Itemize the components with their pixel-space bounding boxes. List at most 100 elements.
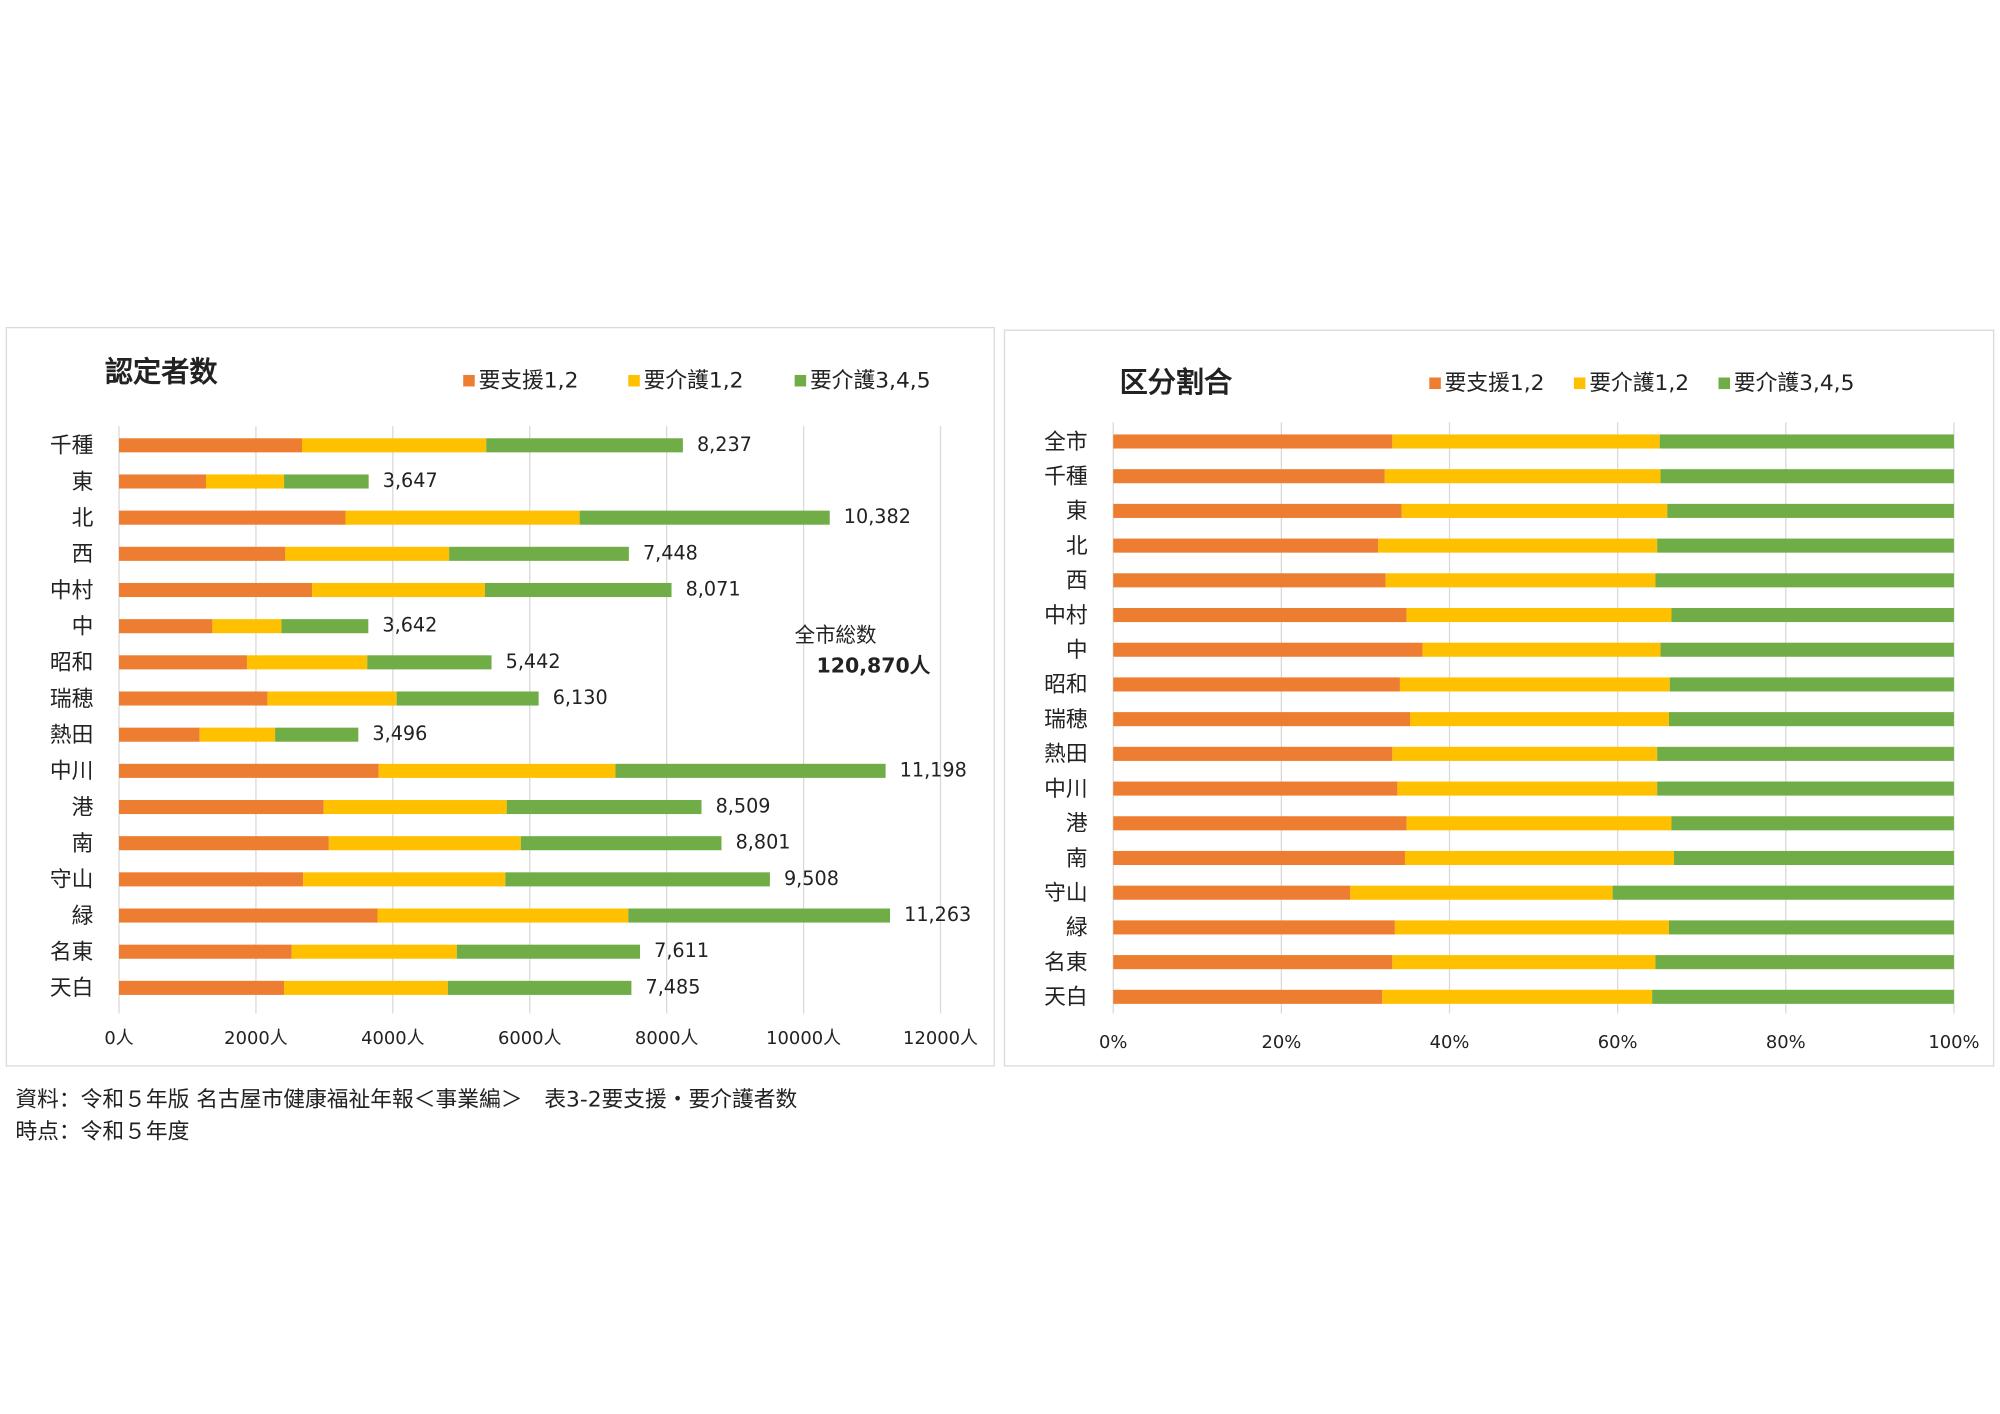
total-label: 11,263 [904,903,971,926]
legend-swatch [1573,377,1586,390]
bar-segment [1660,469,1954,484]
bar-segment [284,980,448,995]
bar-segment [119,872,304,887]
bar-segment [615,763,886,778]
bar-segment [377,908,629,923]
bar-segment [1673,850,1954,866]
legend-label: 要介護3,4,5 [810,368,931,393]
category-label: 熱田 [1044,742,1088,767]
bar-segment [119,980,285,995]
source-note: 資料：令和５年版 名古屋市健康福祉年報＜事業編＞ 表3-2要支援・要介護者数 [15,1087,797,1112]
x-tick-label: 80% [1766,1032,1806,1053]
bar-segment [1392,434,1660,449]
category-label: 天白 [1044,985,1088,1010]
legend-swatch [628,374,640,387]
category-label: 名東 [1044,950,1088,975]
legend-label: 要介護1,2 [644,368,744,393]
bar-segment [1113,816,1407,831]
total-label: 8,509 [716,795,771,818]
total-label: 8,801 [736,831,791,854]
bar-segment [1655,955,1954,970]
bar-segment [1668,712,1954,727]
total-label: 8,237 [697,433,752,456]
category-label: 熱田 [50,723,93,748]
bar-segment [1410,712,1669,727]
bar-segment [199,727,276,742]
category-label: 昭和 [1044,673,1088,698]
category-label: 港 [1066,812,1088,837]
x-tick-label: 2000人 [224,1028,288,1049]
bar-segment [119,799,324,815]
legend-label: 要介護3,4,5 [1734,371,1855,396]
x-tick-label: 60% [1598,1032,1638,1053]
bar-segment [281,619,369,634]
bar-segment [1113,781,1398,796]
bar-segment [486,438,683,453]
bar-segment [1394,920,1669,935]
category-label: 南 [72,831,94,856]
total-label: 7,448 [643,541,698,564]
bar-segment [1671,816,1954,831]
category-label: 中川 [1044,777,1088,802]
annotation: 120,870人 [817,654,931,678]
bar-segment [119,546,286,561]
total-label: 5,442 [506,650,561,673]
bar-segment [119,655,247,670]
bar-segment [119,727,200,742]
panel-right [1003,329,1995,1067]
x-tick-label: 4000人 [361,1028,425,1049]
total-label: 3,496 [372,722,427,745]
bar-segment [447,980,632,995]
bar-segment [1422,642,1661,657]
bar-segment [484,582,672,598]
total-label: 10,382 [844,505,911,528]
x-tick-label: 0人 [104,1028,133,1049]
bar-segment [1385,573,1656,588]
legend-swatch [463,374,475,387]
x-tick-label: 8000人 [635,1028,699,1049]
category-label: 東 [72,470,94,495]
bar-segment [505,872,770,887]
bar-segment [246,655,368,670]
bar-segment [1660,642,1954,657]
bar-segment [1113,920,1395,935]
category-label: 南 [1066,846,1088,871]
total-label: 3,642 [382,614,437,637]
category-label: 東 [1066,499,1088,524]
bar-segment [212,619,282,634]
bar-segment [284,474,369,489]
bar-segment [119,474,207,489]
category-label: 中 [1066,638,1088,663]
bar-segment [1113,712,1411,727]
total-label: 11,198 [900,758,967,781]
bar-segment [1113,955,1393,970]
bar-segment [1652,989,1954,1004]
bar-segment [579,510,830,525]
bar-segment [367,655,492,670]
bar-segment [1384,469,1661,484]
bar-segment [312,582,485,598]
bar-segment [1113,434,1393,449]
bar-segment [1113,503,1402,518]
bar-segment [1350,885,1613,900]
bar-segment [1404,850,1674,866]
category-label: 瑞穂 [1044,707,1088,732]
bar-segment [1392,955,1656,970]
bar-segment [1113,538,1379,553]
category-label: 緑 [72,904,94,929]
bar-segment [291,944,457,959]
bar-segment [1657,746,1954,761]
bar-segment [1659,434,1954,449]
legend-swatch [1429,377,1441,390]
bar-segment [628,908,891,923]
bar-segment [1113,746,1393,761]
bar-segment [506,799,702,815]
category-label: 全市 [1044,430,1088,455]
bar-segment [119,908,378,923]
bar-segment [1406,816,1672,831]
bar-segment [1612,885,1954,900]
bar-segment [267,691,397,706]
category-label: 守山 [1044,881,1088,906]
bar-segment [1113,469,1385,484]
